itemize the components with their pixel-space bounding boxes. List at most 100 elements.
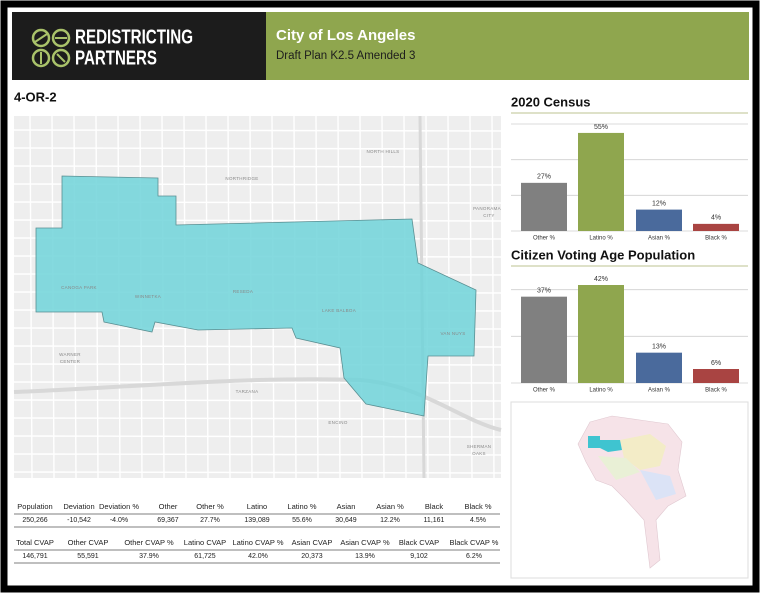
street: [491, 115, 495, 479]
street: [13, 363, 502, 366]
table-cell: 42.0%: [248, 553, 268, 560]
table-cell: 27.7%: [200, 517, 220, 524]
table-cell: 61,725: [194, 553, 216, 560]
logo-line: PARTNERS: [75, 47, 157, 69]
table-header: Asian: [337, 502, 356, 511]
map: NORTH HILLS NORTHRIDGE PANORAMA CITY CANOGA …: [13, 115, 502, 479]
header-title: City of Los Angeles: [276, 27, 415, 44]
map-label: RESEDA: [233, 289, 253, 294]
table-header: Deviation %: [99, 502, 139, 511]
category-label: Other %: [533, 236, 556, 242]
chart-title: Citizen Voting Age Population: [511, 247, 695, 262]
street: [13, 471, 502, 474]
map-label: TARZANA: [236, 389, 259, 394]
data-label: 27%: [537, 174, 551, 181]
table-cell: -4.0%: [110, 517, 128, 524]
data-label: 12%: [652, 200, 666, 207]
logo-icons: [31, 28, 71, 68]
bar: [636, 352, 682, 383]
bar: [578, 285, 624, 383]
header-subtitle: Draft Plan K2.5 Amended 3: [276, 50, 415, 62]
data-label: 37%: [537, 288, 551, 295]
inset-map: [577, 415, 687, 569]
table-header: Latino %: [287, 502, 317, 511]
table-header: Latino: [247, 502, 267, 511]
table-header: Other %: [196, 502, 224, 511]
bar: [693, 223, 739, 231]
map-label: PANORAMA: [473, 206, 501, 211]
category-label: Black %: [705, 236, 727, 242]
bar: [521, 182, 567, 231]
map-label: CANOGA PARK: [61, 285, 97, 290]
table-cell: 37.9%: [139, 553, 159, 560]
category-label: Latino %: [589, 388, 613, 394]
table-header: Asian CVAP: [292, 538, 333, 547]
map-label: CENTER: [60, 359, 81, 364]
data-label: 13%: [652, 344, 666, 351]
district-name: 4-OR-2: [14, 89, 57, 104]
street: [13, 453, 502, 456]
table-cell: 6.2%: [466, 553, 482, 560]
table-header: Population: [17, 502, 52, 511]
table-cell: 30,649: [335, 517, 357, 524]
district-shape: [35, 175, 477, 417]
street: [13, 417, 502, 420]
bar: [636, 209, 682, 231]
table-header: Total CVAP: [16, 538, 54, 547]
table-cell: 11,161: [424, 517, 445, 524]
table-header: Black %: [464, 502, 491, 511]
table-header: Latino CVAP %: [232, 538, 283, 547]
data-label: 55%: [594, 124, 608, 131]
data-label: 4%: [711, 215, 721, 222]
map-label: WARNER: [59, 352, 81, 357]
table-header: Other CVAP: [68, 538, 109, 547]
table-header: Black CVAP: [399, 538, 439, 547]
category-label: Other %: [533, 388, 556, 394]
table-header: Other CVAP %: [124, 538, 174, 547]
street: [13, 435, 502, 438]
table-header: Deviation: [63, 502, 94, 511]
data-label: 42%: [594, 276, 608, 283]
table-cell: 55.6%: [292, 517, 312, 524]
table-cell: -10,542: [67, 517, 91, 524]
bar: [521, 296, 567, 383]
category-label: Black %: [705, 388, 727, 394]
logo-box: [12, 12, 266, 80]
table-cell: 139,089: [244, 517, 269, 524]
table-header: Other: [159, 502, 178, 511]
table-cell: 12.2%: [380, 517, 400, 524]
table-header: Black: [425, 502, 444, 511]
logo-line: REDISTRICTING: [75, 26, 193, 48]
bar: [578, 132, 624, 231]
map-label: ENCINO: [328, 420, 348, 425]
map-label: SHERMAN: [467, 444, 492, 449]
map-label: NORTHRIDGE: [225, 176, 258, 181]
table-cell: 4.5%: [470, 517, 486, 524]
data-label: 6%: [711, 360, 721, 367]
table-cell: 55,591: [77, 553, 99, 560]
map-label: CITY: [483, 213, 494, 218]
map-label: LAKE BALBOA: [322, 308, 356, 313]
table-cell: 146,791: [22, 553, 47, 560]
freeway: [13, 377, 502, 432]
table-header: Asian %: [376, 502, 404, 511]
map-label: VAN NUYS: [440, 331, 465, 336]
street: [13, 381, 502, 384]
bar: [693, 369, 739, 383]
table-cell: 250,266: [22, 517, 47, 524]
table-cell: 20,373: [301, 553, 323, 560]
table-header: Latino CVAP: [184, 538, 226, 547]
map-label: OAKS: [472, 451, 486, 456]
map-label: NORTH HILLS: [367, 149, 400, 154]
table-header: Black CVAP %: [450, 538, 499, 547]
category-label: Asian %: [648, 236, 671, 242]
category-label: Asian %: [648, 388, 671, 394]
title-box: [266, 12, 749, 80]
table-header: Asian CVAP %: [340, 538, 390, 547]
chart-title: 2020 Census: [511, 94, 591, 109]
table-cell: 69,367: [157, 517, 179, 524]
table-cell: 9,102: [410, 553, 428, 560]
category-label: Latino %: [589, 236, 613, 242]
table-cell: 13.9%: [355, 553, 375, 560]
